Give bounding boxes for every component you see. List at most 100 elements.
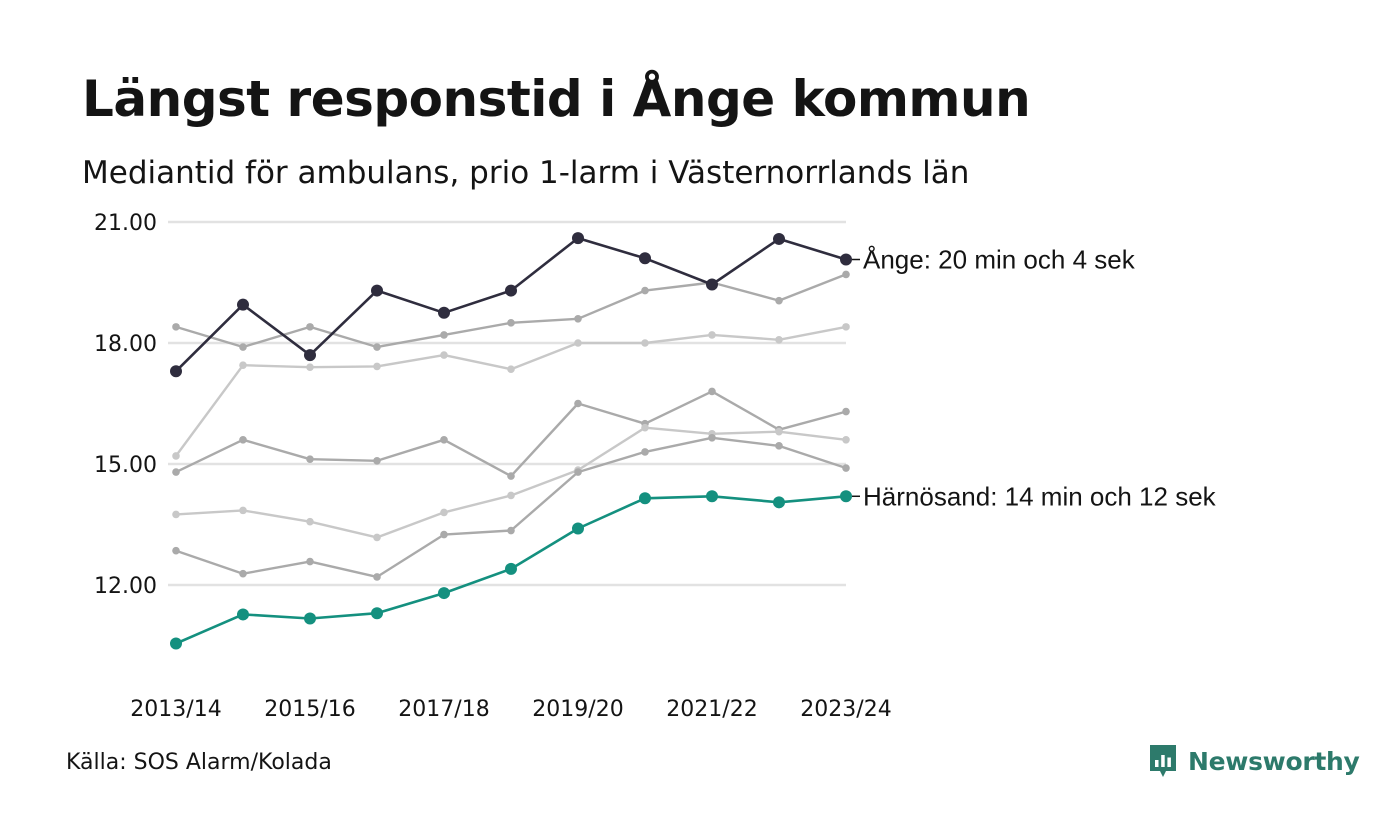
data-point [306,323,314,331]
data-point [239,569,247,578]
data-point [371,284,383,297]
series-line [175,325,847,457]
data-point [842,436,850,444]
y-tick-label: 12.00 [94,574,157,599]
data-point [641,448,649,456]
data-point [172,546,180,555]
data-point [639,252,651,265]
y-tick-label: 18.00 [94,332,157,357]
y-tick-label: 15.00 [94,453,157,478]
data-point [507,319,515,327]
data-point [237,298,249,311]
data-point [507,491,515,500]
data-point [572,232,584,245]
gridlines [168,220,846,587]
y-axis-ticks: 21.00 18.00 15.00 12.00 [94,211,157,599]
data-point [775,442,783,450]
data-point [440,530,448,539]
data-point [438,306,450,319]
data-point [373,343,381,351]
data-point [842,323,850,331]
data-point [842,407,850,416]
data-point [306,455,314,463]
series-ånge [170,232,852,378]
x-tick-label: 2021/22 [666,697,757,722]
x-tick-label: 2023/24 [800,697,891,722]
data-point [172,323,180,331]
data-point [775,296,783,305]
series-background [172,323,850,460]
data-point [304,612,316,625]
data-point [373,456,381,465]
data-point [306,363,314,372]
data-point [505,284,517,297]
data-point [574,339,582,347]
data-point [440,351,448,359]
data-point [708,387,716,396]
data-point [572,522,584,535]
series-line [175,236,847,373]
data-point [505,562,517,575]
chart-subtitle: Mediantid för ambulans, prio 1-larm i Vä… [82,155,970,191]
data-point [304,349,316,362]
data-point [440,331,448,339]
data-point [170,637,182,650]
data-point [574,399,582,408]
x-tick-label: 2015/16 [264,697,355,722]
newsworthy-logo-icon [1150,745,1176,777]
data-point [842,464,850,472]
data-point [373,533,381,542]
data-point [172,452,180,460]
data-point [507,472,515,480]
series-labels: Ånge: 20 min och 4 sek Härnösand: 14 min … [852,245,1217,511]
data-point [574,315,582,323]
data-point [440,436,448,444]
series-end-label: Ånge: 20 min och 4 sek [863,245,1136,275]
series-background [172,423,850,542]
data-point [172,468,180,476]
data-point [371,607,383,620]
data-point [639,492,651,505]
chart-title: Längst responstid i Ånge kommun [82,70,1031,128]
data-point [840,490,852,503]
data-point [373,573,381,581]
y-tick-label: 21.00 [94,211,157,236]
data-point [641,286,649,295]
x-tick-label: 2017/18 [398,697,489,722]
data-point [440,508,448,517]
series-line [175,426,847,539]
data-point [507,526,515,535]
data-point [775,427,783,436]
data-point [842,270,850,279]
data-point [773,232,785,245]
series-härnösand [170,490,852,650]
data-point [239,506,247,515]
data-point [641,423,649,432]
data-point [706,278,718,291]
series-line [175,436,847,579]
brand-logo: Newsworthy [1148,743,1360,779]
data-point [237,608,249,621]
x-tick-label: 2019/20 [532,697,623,722]
data-point [773,496,785,509]
brand-name: Newsworthy [1188,746,1360,776]
data-point [170,365,182,378]
series-end-label: Härnösand: 14 min och 12 sek [863,481,1217,511]
data-point [706,490,718,503]
x-tick-label: 2013/14 [130,697,221,722]
data-point [172,510,180,519]
data-point [239,436,247,444]
data-point [775,335,783,344]
series-background [172,433,850,581]
series-background [172,387,850,480]
data-point [507,365,515,374]
data-point [373,362,381,371]
data-point [239,343,247,351]
data-point [438,587,450,600]
source-note: Källa: SOS Alarm/Kolada [66,750,332,775]
data-point [708,331,716,339]
data-point [574,468,582,476]
data-point [641,339,649,347]
data-point [840,253,852,266]
